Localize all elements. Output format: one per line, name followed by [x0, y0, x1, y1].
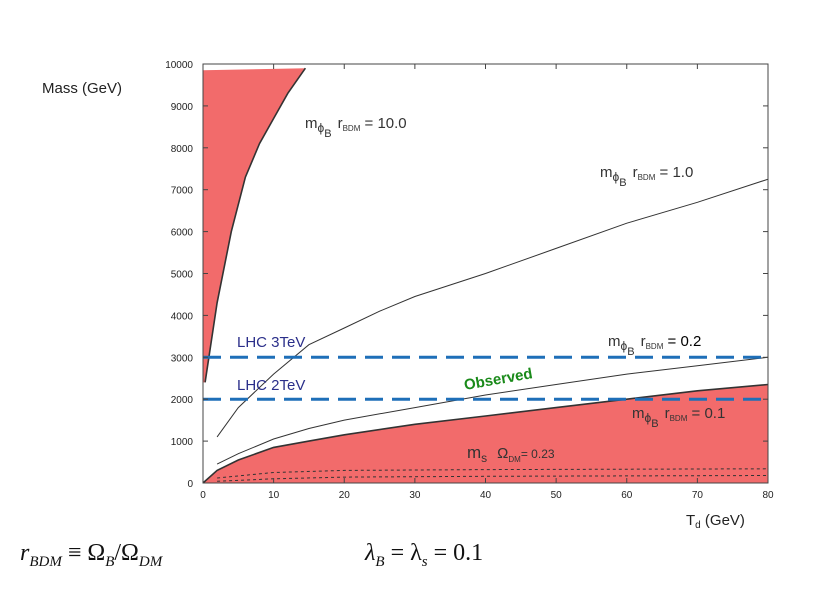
y-tick-label-4: 4000 — [171, 311, 194, 322]
curve-1 — [216, 178, 768, 438]
x-tick-label-7: 70 — [692, 490, 704, 501]
label-ms-omega: ms ΩDM= 0.23 — [467, 443, 555, 465]
x-tick-label-3: 30 — [409, 490, 421, 501]
formula-lambda: λB = λs = 0.1 — [365, 540, 484, 570]
formula-rbdm: rBDM ≡ ΩB/ΩDM — [20, 540, 163, 570]
y-tick-label-8: 8000 — [171, 144, 194, 155]
x-tick-label-6: 60 — [621, 490, 633, 501]
y-tick-label-5: 5000 — [171, 270, 194, 281]
x-tick-label-1: 10 — [268, 490, 280, 501]
x-tick-label-8: 80 — [762, 490, 774, 501]
lhc-lines — [203, 355, 768, 401]
y-tick-label-7: 7000 — [171, 186, 194, 197]
shaded-regions — [203, 68, 768, 483]
shaded-region-1 — [203, 384, 768, 483]
y-tick-label-9: 9000 — [171, 102, 194, 113]
y-tick-label-6: 6000 — [171, 228, 194, 239]
y-tick-label-1: 1000 — [171, 437, 194, 448]
y-tick-label-3: 3000 — [171, 353, 194, 364]
label-rbdm-10: mϕBrBDM = 10.0 — [305, 115, 407, 140]
shaded-region-0 — [203, 68, 306, 383]
y-tick-label-2: 2000 — [171, 395, 194, 406]
label-lhc-3tev: LHC 3TeV — [237, 334, 305, 351]
x-tick-label-2: 20 — [339, 490, 351, 501]
y-tick-label-0: 0 — [187, 479, 193, 490]
x-tick-label-5: 50 — [551, 490, 563, 501]
y-axis-title: Mass (GeV) — [42, 80, 122, 97]
label-lhc-2tev: LHC 2TeV — [237, 377, 305, 394]
y-tick-label-10: 10000 — [165, 60, 193, 71]
label-rbdm-01: mϕBrBDM = 0.1 — [632, 405, 725, 430]
x-axis-title: Td (GeV) — [686, 512, 745, 531]
curve-5 — [217, 475, 768, 482]
x-tick-label-4: 40 — [480, 490, 492, 501]
x-tick-label-0: 0 — [200, 490, 206, 501]
label-rbdm-02: mϕBrBDM = 0.2 — [608, 333, 701, 358]
label-rbdm-1: mϕBrBDM = 1.0 — [600, 164, 693, 189]
curve-0 — [204, 67, 307, 383]
curve-4 — [217, 468, 768, 479]
axis-ticks: 0 10 20 30 40 50 60 70 80 0 1000 2000 3000 4000 5000 60… — [165, 60, 774, 501]
curve-2 — [216, 356, 768, 465]
